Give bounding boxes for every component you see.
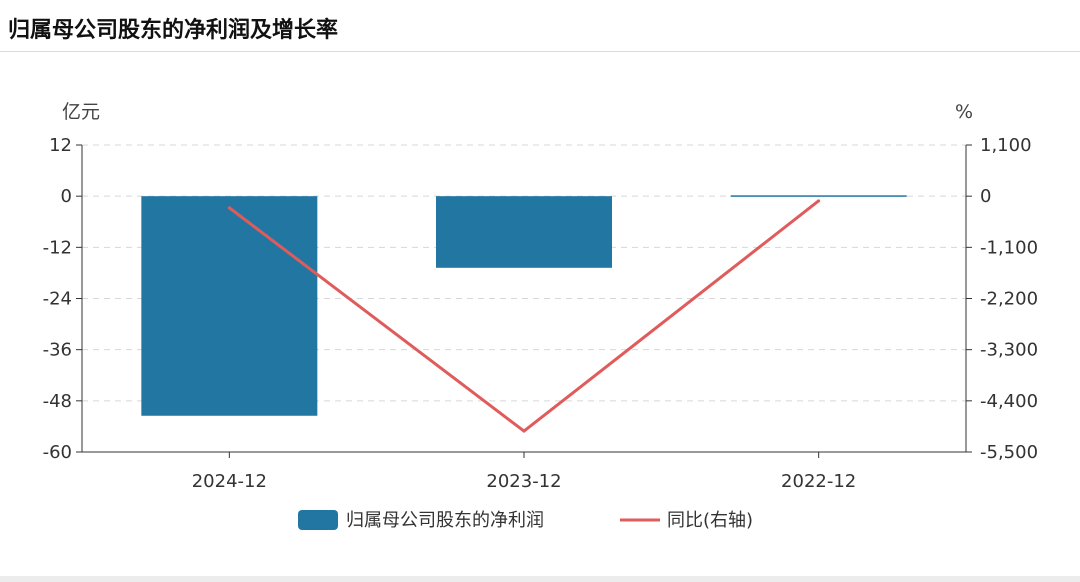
y-right-unit: % [955, 101, 973, 123]
y-right-tick-label: -2,200 [980, 289, 1038, 310]
line-point-2022-12 [817, 199, 821, 203]
line-series [227, 199, 821, 433]
y-left-tick-label: -60 [43, 442, 72, 463]
line-point-2024-12 [227, 206, 231, 210]
y-left-tick-label: -24 [43, 289, 72, 310]
y-right-tick-label: -5,500 [980, 442, 1038, 463]
footer-divider [0, 576, 1080, 582]
y-left-tick-label: -12 [43, 237, 72, 258]
legend: 归属母公司股东的净利润 同比(右轴) [298, 510, 753, 531]
y-left-tick-label: 0 [61, 186, 72, 207]
bar-2024-12 [141, 196, 318, 416]
page-title: 归属母公司股东的净利润及增长率 [8, 18, 339, 43]
y-right-tick-label: -3,300 [980, 340, 1038, 361]
axes: 12 0 -12 -24 -36 -48 -60 1,100 0 -1,100 -2,200 -3,3… [43, 101, 1038, 492]
y-right-tick-label: 1,100 [980, 135, 1032, 156]
bar-series [141, 195, 907, 416]
x-tick-label: 2024-12 [192, 471, 267, 492]
legend-label-line: 同比(右轴) [667, 510, 753, 531]
bar-2022-12 [730, 195, 907, 197]
chart-header: 归属母公司股东的净利润及增长率 [0, 0, 1080, 52]
y-right-tick-label: -1,100 [980, 237, 1038, 258]
x-tick-label: 2022-12 [781, 471, 856, 492]
y-left-tick-label: -36 [43, 340, 72, 361]
legend-label-bar: 归属母公司股东的净利润 [346, 510, 544, 531]
y-right-tick-label: 0 [980, 186, 991, 207]
line-point-2023-12 [522, 429, 526, 433]
legend-swatch-bar [298, 510, 338, 530]
y-left-tick-label: -48 [43, 391, 72, 412]
x-tick-label: 2023-12 [486, 471, 561, 492]
y-right-tick-label: -4,400 [980, 391, 1038, 412]
y-left-tick-label: 12 [49, 135, 72, 156]
y-left-unit: 亿元 [62, 101, 100, 123]
bar-2023-12 [436, 196, 612, 268]
